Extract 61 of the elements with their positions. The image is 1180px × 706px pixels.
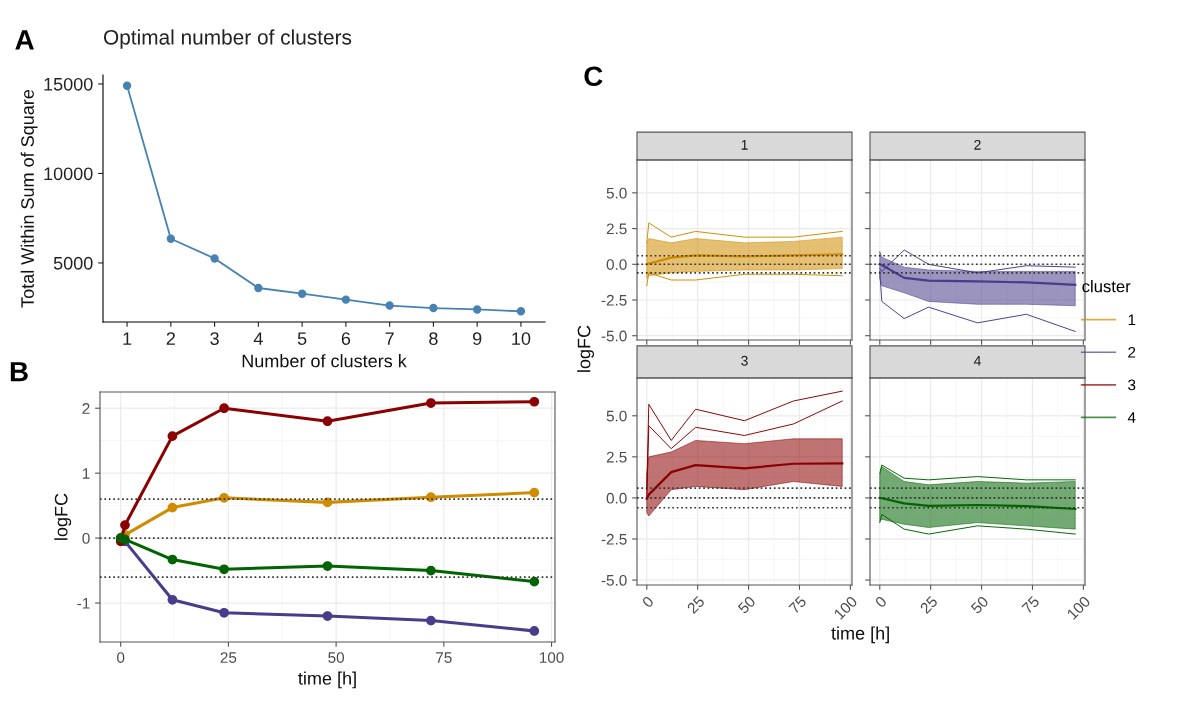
x-tick-label: 75 [436,652,452,663]
y-tick-label: 5.0 [606,187,627,199]
text: C [584,66,603,87]
y-tick-label: -2.5 [601,533,627,545]
x-tick-label: 25 [686,595,706,615]
y-tick-label: 2.5 [606,223,627,235]
y-tick-label: 0 [82,532,90,544]
x-tick-label: 25 [220,652,237,663]
y-tick-label: 15000 [44,77,93,91]
y-tick-label: 10000 [44,167,93,181]
x-tick-label: 25 [919,595,939,615]
y-tick-label: 2.5 [606,451,627,463]
x-tick-label: 8 [429,332,438,345]
legend-title: cluster [1082,280,1131,293]
text: A [15,30,34,50]
x-tick-label: 7 [385,332,394,345]
x-tick-label: 50 [737,595,757,615]
x-tick-label: 100 [539,652,564,663]
legend-label: 4 [1127,412,1136,423]
x-tick-label: 4 [253,332,263,345]
text: B [10,362,28,382]
x-tick-label: 0 [117,652,125,663]
x-tick-label: 1 [123,332,132,345]
y-axis-title: logFC [54,493,72,540]
x-axis-title: Number of clusters k [242,354,407,368]
x-tick-label: 50 [970,595,990,615]
y-axis-title: Total Within Sum of Square [20,89,38,308]
chart-title: 3 [741,355,748,366]
x-tick-label: 75 [1021,595,1040,615]
x-tick-label: 9 [472,332,482,345]
chart-title: Optimal number of clusters [103,29,352,49]
x-tick-label: 0 [874,595,888,609]
y-tick-label: 5000 [53,256,93,270]
x-tick-label: 100 [1066,595,1091,620]
y-tick-label: -5.0 [601,574,627,586]
y-tick-label: -2.5 [601,294,627,306]
x-tick-label: 100 [833,595,858,620]
y-tick-label: 1 [82,468,90,479]
x-tick-label: 5 [297,332,307,345]
y-tick-label: 0.0 [606,259,627,270]
x-tick-label: 6 [341,332,351,345]
x-tick-label: 3 [210,332,219,345]
legend-label: 3 [1128,379,1136,391]
x-tick-label: 0 [641,595,655,609]
y-axis-title: logFC [577,325,594,372]
x-axis-title: time [h] [298,671,356,689]
y-tick-label: 5.0 [606,410,627,422]
legend-label: 2 [1128,346,1136,358]
legend-label: 1 [1128,314,1136,326]
x-tick-label: 2 [166,332,175,345]
y-tick-label: 2 [82,403,90,414]
y-tick-label: 0.0 [606,492,627,504]
x-tick-label: 50 [328,652,345,663]
x-axis-title: time [h] [831,626,889,644]
x-tick-label: 10 [512,332,531,345]
x-tick-label: 75 [788,595,807,615]
chart-title: 4 [973,355,981,366]
y-tick-label: -5.0 [601,330,627,342]
chart-title: 2 [974,139,981,150]
y-tick-label: -1 [77,598,90,609]
chart-title: 1 [741,140,748,150]
